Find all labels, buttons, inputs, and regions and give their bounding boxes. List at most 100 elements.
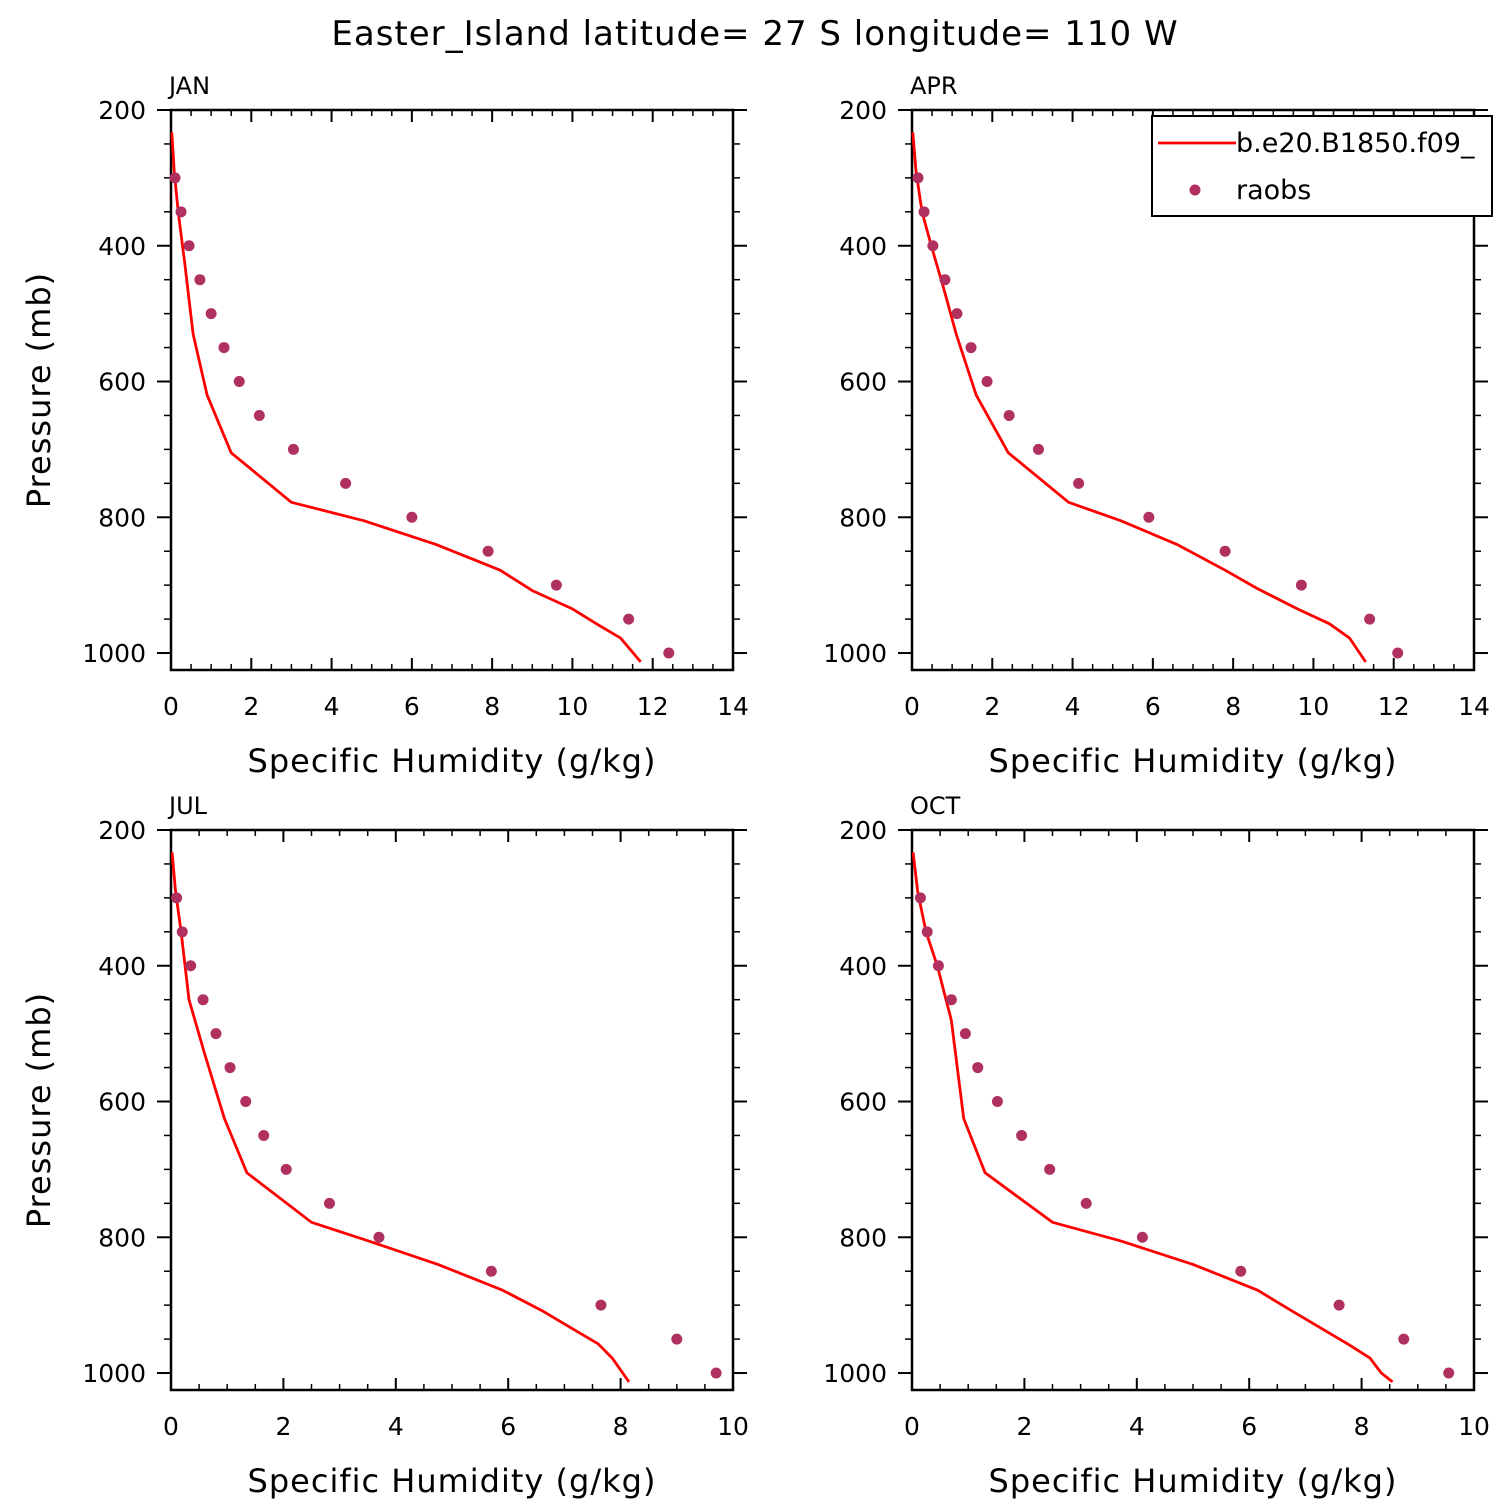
y-tick-label: 1000 — [823, 1359, 887, 1388]
x-tick-label: 8 — [1225, 692, 1241, 721]
x-tick-label: 6 — [500, 1412, 516, 1441]
x-tick-label: 0 — [163, 692, 179, 721]
x-tick-label: 12 — [637, 692, 669, 721]
chart-panel-oct: 0 2 4 6 8 10 200 400 600 800 1000 OCT Specific Humid… — [823, 792, 1490, 1500]
raobs-point — [951, 308, 963, 320]
x-axis-label: Specific Humidity (g/kg) — [248, 742, 657, 780]
x-tick-label: 6 — [1145, 692, 1161, 721]
raobs-point — [932, 960, 944, 972]
raobs-point — [939, 274, 951, 286]
y-tick-label: 200 — [98, 816, 146, 845]
chart-panel-jul: 0 2 4 6 8 10 200 400 600 800 1000 JUL Specific Humid… — [20, 792, 749, 1500]
raobs-point — [218, 342, 230, 354]
y-tick-label: 1000 — [823, 639, 887, 668]
y-tick-label: 800 — [98, 1223, 146, 1252]
raobs-point — [205, 308, 217, 320]
raobs-point — [1392, 647, 1404, 659]
x-tick-label: 4 — [1129, 1412, 1145, 1441]
raobs-point — [1295, 579, 1307, 591]
raobs-point — [185, 960, 197, 972]
raobs-point — [183, 240, 195, 252]
raobs-point — [921, 926, 933, 938]
raobs-point — [224, 1062, 236, 1074]
panel-title: JAN — [167, 72, 210, 100]
chart-panel-apr: 0 2 4 6 8 10 12 14 200 400 600 800 1000 APR Specific H… — [823, 72, 1493, 780]
x-tick-label: 2 — [275, 1412, 291, 1441]
raobs-point — [280, 1163, 292, 1175]
x-tick-label: 8 — [484, 692, 500, 721]
legend-box — [1151, 115, 1493, 217]
y-tick-label: 600 — [839, 1088, 887, 1117]
y-tick-label: 400 — [98, 952, 146, 981]
raobs-point — [914, 892, 926, 904]
plot-frame — [169, 108, 735, 672]
x-tick-label: 8 — [1354, 1412, 1370, 1441]
x-axis-label: Specific Humidity (g/kg) — [248, 1462, 657, 1500]
y-tick-label: 800 — [839, 1223, 887, 1252]
y-axis-label: Pressure (mb) — [20, 272, 58, 508]
x-tick-label: 10 — [1458, 1412, 1490, 1441]
raobs-point — [373, 1231, 385, 1243]
raobs-point — [171, 892, 183, 904]
raobs-point — [482, 545, 494, 557]
legend-model-label: b.e20.B1850.f09_ — [1236, 128, 1475, 159]
raobs-point — [918, 206, 930, 218]
raobs-point — [197, 994, 209, 1006]
raobs-point — [1003, 409, 1015, 421]
panel-title: OCT — [910, 792, 961, 820]
raobs-point — [176, 926, 188, 938]
raobs-point — [194, 274, 206, 286]
panel-title: APR — [910, 72, 958, 100]
x-tick-label: 0 — [904, 1412, 920, 1441]
raobs-point — [1044, 1163, 1056, 1175]
raobs-point — [959, 1028, 971, 1040]
raobs-point — [323, 1197, 335, 1209]
raobs-point — [287, 443, 299, 455]
raobs-point — [965, 342, 977, 354]
x-tick-label: 2 — [243, 692, 259, 721]
model-series-line — [170, 132, 642, 663]
raobs-point — [550, 579, 562, 591]
chart-panel-jan: 0 2 4 6 8 10 12 14 200 400 600 800 1000 JAN Specific H… — [20, 72, 749, 780]
raobs-point — [1443, 1367, 1455, 1379]
y-tick-label: 1000 — [82, 1359, 146, 1388]
x-tick-label: 2 — [984, 692, 1000, 721]
legend-obs-swatch — [1189, 184, 1201, 196]
y-tick-label: 400 — [839, 952, 887, 981]
raobs-point — [240, 1096, 252, 1108]
panel-title: JUL — [167, 792, 208, 820]
x-tick-label: 12 — [1378, 692, 1410, 721]
raobs-point — [663, 647, 675, 659]
y-tick-label: 1000 — [82, 639, 146, 668]
y-tick-label: 400 — [839, 232, 887, 261]
raobs-point — [175, 206, 187, 218]
raobs-point — [1016, 1129, 1028, 1141]
raobs-point — [1333, 1299, 1345, 1311]
raobs-point — [623, 613, 635, 625]
x-tick-label: 4 — [388, 1412, 404, 1441]
y-tick-label: 200 — [839, 816, 887, 845]
raobs-point — [927, 240, 939, 252]
raobs-point — [710, 1367, 722, 1379]
raobs-point — [981, 376, 993, 388]
x-tick-label: 4 — [324, 692, 340, 721]
x-tick-label: 0 — [163, 1412, 179, 1441]
x-tick-label: 14 — [717, 692, 749, 721]
x-tick-label: 10 — [557, 692, 589, 721]
model-series-line — [911, 852, 1394, 1383]
plot-frame — [910, 828, 1476, 1392]
legend: b.e20.B1850.f09_raobs — [1151, 115, 1493, 217]
raobs-point — [945, 994, 957, 1006]
raobs-point — [1235, 1265, 1247, 1277]
x-axis-label: Specific Humidity (g/kg) — [989, 1462, 1398, 1500]
y-tick-label: 600 — [98, 368, 146, 397]
raobs-point — [1143, 511, 1155, 523]
legend-obs-label: raobs — [1236, 175, 1311, 206]
x-tick-label: 6 — [1241, 1412, 1257, 1441]
x-tick-label: 2 — [1016, 1412, 1032, 1441]
x-axis-label: Specific Humidity (g/kg) — [989, 742, 1398, 780]
x-tick-label: 4 — [1065, 692, 1081, 721]
x-tick-label: 10 — [717, 1412, 749, 1441]
y-tick-label: 200 — [839, 96, 887, 125]
